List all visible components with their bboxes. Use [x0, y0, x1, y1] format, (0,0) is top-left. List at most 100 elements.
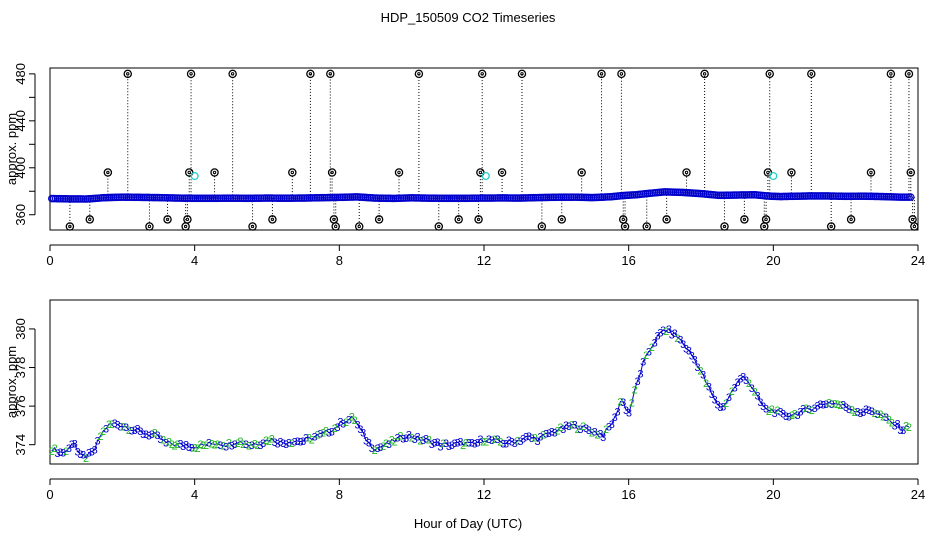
top-flag-point-inner: [147, 224, 152, 229]
bottom-series-point-label: 3: [740, 372, 746, 384]
top-flag-point-inner: [520, 72, 524, 76]
bottom-series-point-label: 3: [69, 439, 75, 451]
bottom-series-point-label: 3: [283, 439, 289, 451]
bottom-series-point-label: 2: [594, 430, 600, 442]
figure-title: HDP_150509 CO2 Timeseries: [381, 10, 556, 25]
top-flag-point-inner: [478, 170, 483, 175]
bottom-series-point-label: 3: [597, 429, 603, 441]
bottom-series-point-label: 3: [606, 421, 612, 433]
top-flag-point-inner: [764, 217, 768, 222]
bottom-series-point-label: 3: [552, 428, 558, 440]
bottom-series-point-label: 2: [460, 440, 466, 452]
bottom-series-point-label: 3: [620, 397, 626, 409]
top-flag-point-inner: [645, 224, 649, 229]
bottom-series-point-label: 3: [509, 436, 515, 448]
top-flag-point: [123, 69, 133, 79]
bottom-x-tick-label: 8: [336, 487, 343, 502]
bottom-series-point-label: 2: [877, 409, 883, 421]
bottom-series-point-label: 3: [274, 439, 280, 451]
bottom-series-point-label: 3: [360, 428, 366, 440]
bottom-series-point-label: 3: [400, 434, 406, 446]
bottom-series-point-label: 3: [206, 437, 212, 449]
top-baseline-point: [906, 193, 915, 201]
bottom-series-point-label: 3: [357, 424, 363, 436]
bottom-series-point-label: 2: [266, 436, 272, 448]
bottom-series-point-label: 3: [743, 375, 749, 387]
top-flag-point: [577, 168, 586, 177]
bottom-series-point-label: 3: [317, 428, 323, 440]
bottom-series-point-label: 3: [403, 433, 409, 445]
top-flag-point: [497, 168, 507, 177]
bottom-series-point-label: 3: [700, 370, 706, 382]
bottom-series-point-label: 2: [169, 439, 175, 451]
bottom-series-point-label: 2: [269, 433, 275, 445]
bottom-series-point-label: 2: [332, 423, 338, 435]
bottom-series-point-label: 3: [434, 437, 440, 449]
bottom-series-point-label: 2: [849, 405, 855, 417]
top-flag-point-inner: [357, 224, 361, 229]
top-y-tick-label: 440: [13, 110, 28, 132]
bottom-series-point-label: 3: [760, 401, 766, 413]
bottom-series-point-label: 2: [906, 422, 912, 434]
bottom-series-point-label: 3: [814, 400, 820, 412]
bottom-series-point-label: 2: [263, 435, 269, 447]
top-y-tick-label: 400: [13, 157, 28, 179]
bottom-series-point-label: 2: [752, 386, 758, 398]
top-flag-point-inner: [330, 170, 334, 175]
top-flag-lines: [49, 73, 915, 230]
bottom-series-point-label: 3: [437, 441, 443, 453]
bottom-series-point-label: 3: [717, 402, 723, 414]
bottom-series-point-label: 3: [500, 439, 506, 451]
bottom-series-point-label: 3: [686, 345, 692, 357]
top-flag-point: [886, 69, 896, 79]
top-flag-point: [210, 168, 219, 177]
bottom-series-point-label: 3: [474, 437, 480, 449]
top-flag-point-inner: [68, 224, 72, 229]
bottom-series-point-label: 3: [609, 419, 615, 431]
bottom-series-point-label: 2: [663, 326, 669, 338]
bottom-series-point-label: 3: [692, 355, 698, 367]
bottom-series-point-label: 3: [526, 431, 532, 443]
bottom-series-point-label: 3: [820, 399, 826, 411]
bottom-series-point-label: 3: [586, 425, 592, 437]
bottom-series-point-label: 3: [794, 410, 800, 422]
bottom-series-point-label: 2: [409, 432, 415, 444]
bottom-series-point-label: 2: [483, 436, 489, 448]
top-y-axis: 360 400 440 480: [13, 63, 36, 226]
bottom-y-axis-label: approx. ppm: [4, 346, 19, 418]
top-flag-point-inner: [889, 72, 893, 76]
bottom-series-point-label: 2: [174, 439, 180, 451]
bottom-series-point-label: 2: [126, 425, 132, 437]
bottom-series-point-label: 3: [57, 447, 63, 459]
bottom-series-point-label: 3: [626, 408, 632, 420]
top-flag-point-inner: [183, 224, 188, 229]
bottom-series-point-label: 3: [757, 397, 763, 409]
top-flag-point-inner: [762, 224, 766, 229]
bottom-series-point-label: 2: [109, 419, 115, 431]
bottom-series-point-label: 2: [246, 441, 252, 453]
bottom-series-point-label: 3: [243, 439, 249, 451]
bottom-series-point-label: 3: [452, 438, 458, 450]
bottom-series-point-label: 3: [134, 423, 140, 435]
bottom-series-point-label: 2: [349, 412, 355, 424]
bottom-series-point-label: 3: [600, 432, 606, 444]
top-flag-point-inner: [766, 170, 770, 175]
bottom-series-point-label: 3: [177, 438, 183, 450]
top-flag-point-inner: [909, 170, 913, 175]
bottom-series-point-label: 3: [217, 440, 223, 452]
bottom-series-point-label: 2: [872, 408, 878, 420]
bottom-series-point-label: 2: [106, 419, 112, 431]
bottom-series-point-label: 3: [843, 402, 849, 414]
bottom-series-point-label: 3: [103, 424, 109, 436]
bottom-series-point-label: 2: [492, 434, 498, 446]
bottom-series-point-label: 3: [646, 347, 652, 359]
bottom-series-point-label: 3: [780, 409, 786, 421]
bottom-series-point-label: 2: [306, 432, 312, 444]
bottom-series-point-label: 3: [892, 420, 898, 432]
bottom-series-point-label: 3: [303, 433, 309, 445]
bottom-series-point-label: 3: [714, 399, 720, 411]
bottom-series-point-label: 3: [854, 407, 860, 419]
bottom-series-point-label: 2: [309, 435, 315, 447]
top-flag-point: [620, 222, 630, 231]
bottom-series-point-label: 3: [363, 436, 369, 448]
